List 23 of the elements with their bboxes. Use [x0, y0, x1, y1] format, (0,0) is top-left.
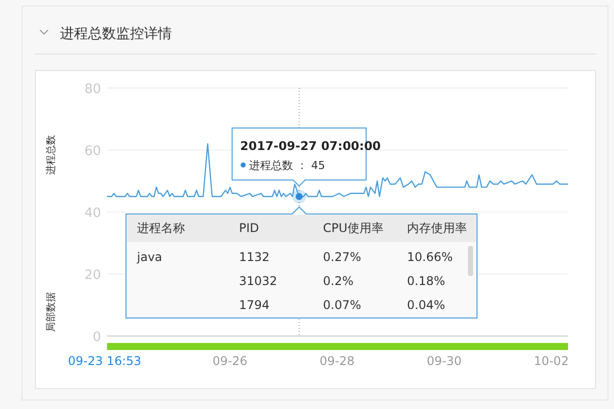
- annotation: CPU使用率: [323, 221, 384, 235]
- annotation: 进程名称: [137, 221, 185, 235]
- annotation: 1132: [239, 250, 270, 264]
- x-tick-label: 10-02: [534, 354, 569, 368]
- annotation: 0.27%: [323, 250, 362, 264]
- annotation: 0.04%: [407, 298, 446, 312]
- annotation: 10.66%: [407, 250, 453, 264]
- x-tick-label: 09-28: [320, 354, 355, 368]
- annotation: java: [136, 250, 162, 264]
- x-tick-label: 09-26: [212, 354, 248, 368]
- annotation: 1794: [239, 298, 270, 312]
- annotation: 进程总数 ： 45: [249, 159, 326, 172]
- y-axis-title: 进程总数: [45, 135, 57, 175]
- annotation: PID: [239, 221, 260, 235]
- text: 局部数据: [45, 292, 57, 332]
- annotation: 0.07%: [323, 298, 362, 312]
- annotation: 0.2%: [323, 274, 354, 288]
- text: 09-23 16:53: [68, 354, 142, 368]
- annotation: 内存使用率: [407, 221, 467, 235]
- chart-title: 进程总数监控详情: [60, 26, 172, 42]
- annotation: 0.18%: [407, 274, 446, 288]
- x-tick-label: 09-30: [426, 354, 462, 368]
- annotation: 31032: [239, 274, 278, 288]
